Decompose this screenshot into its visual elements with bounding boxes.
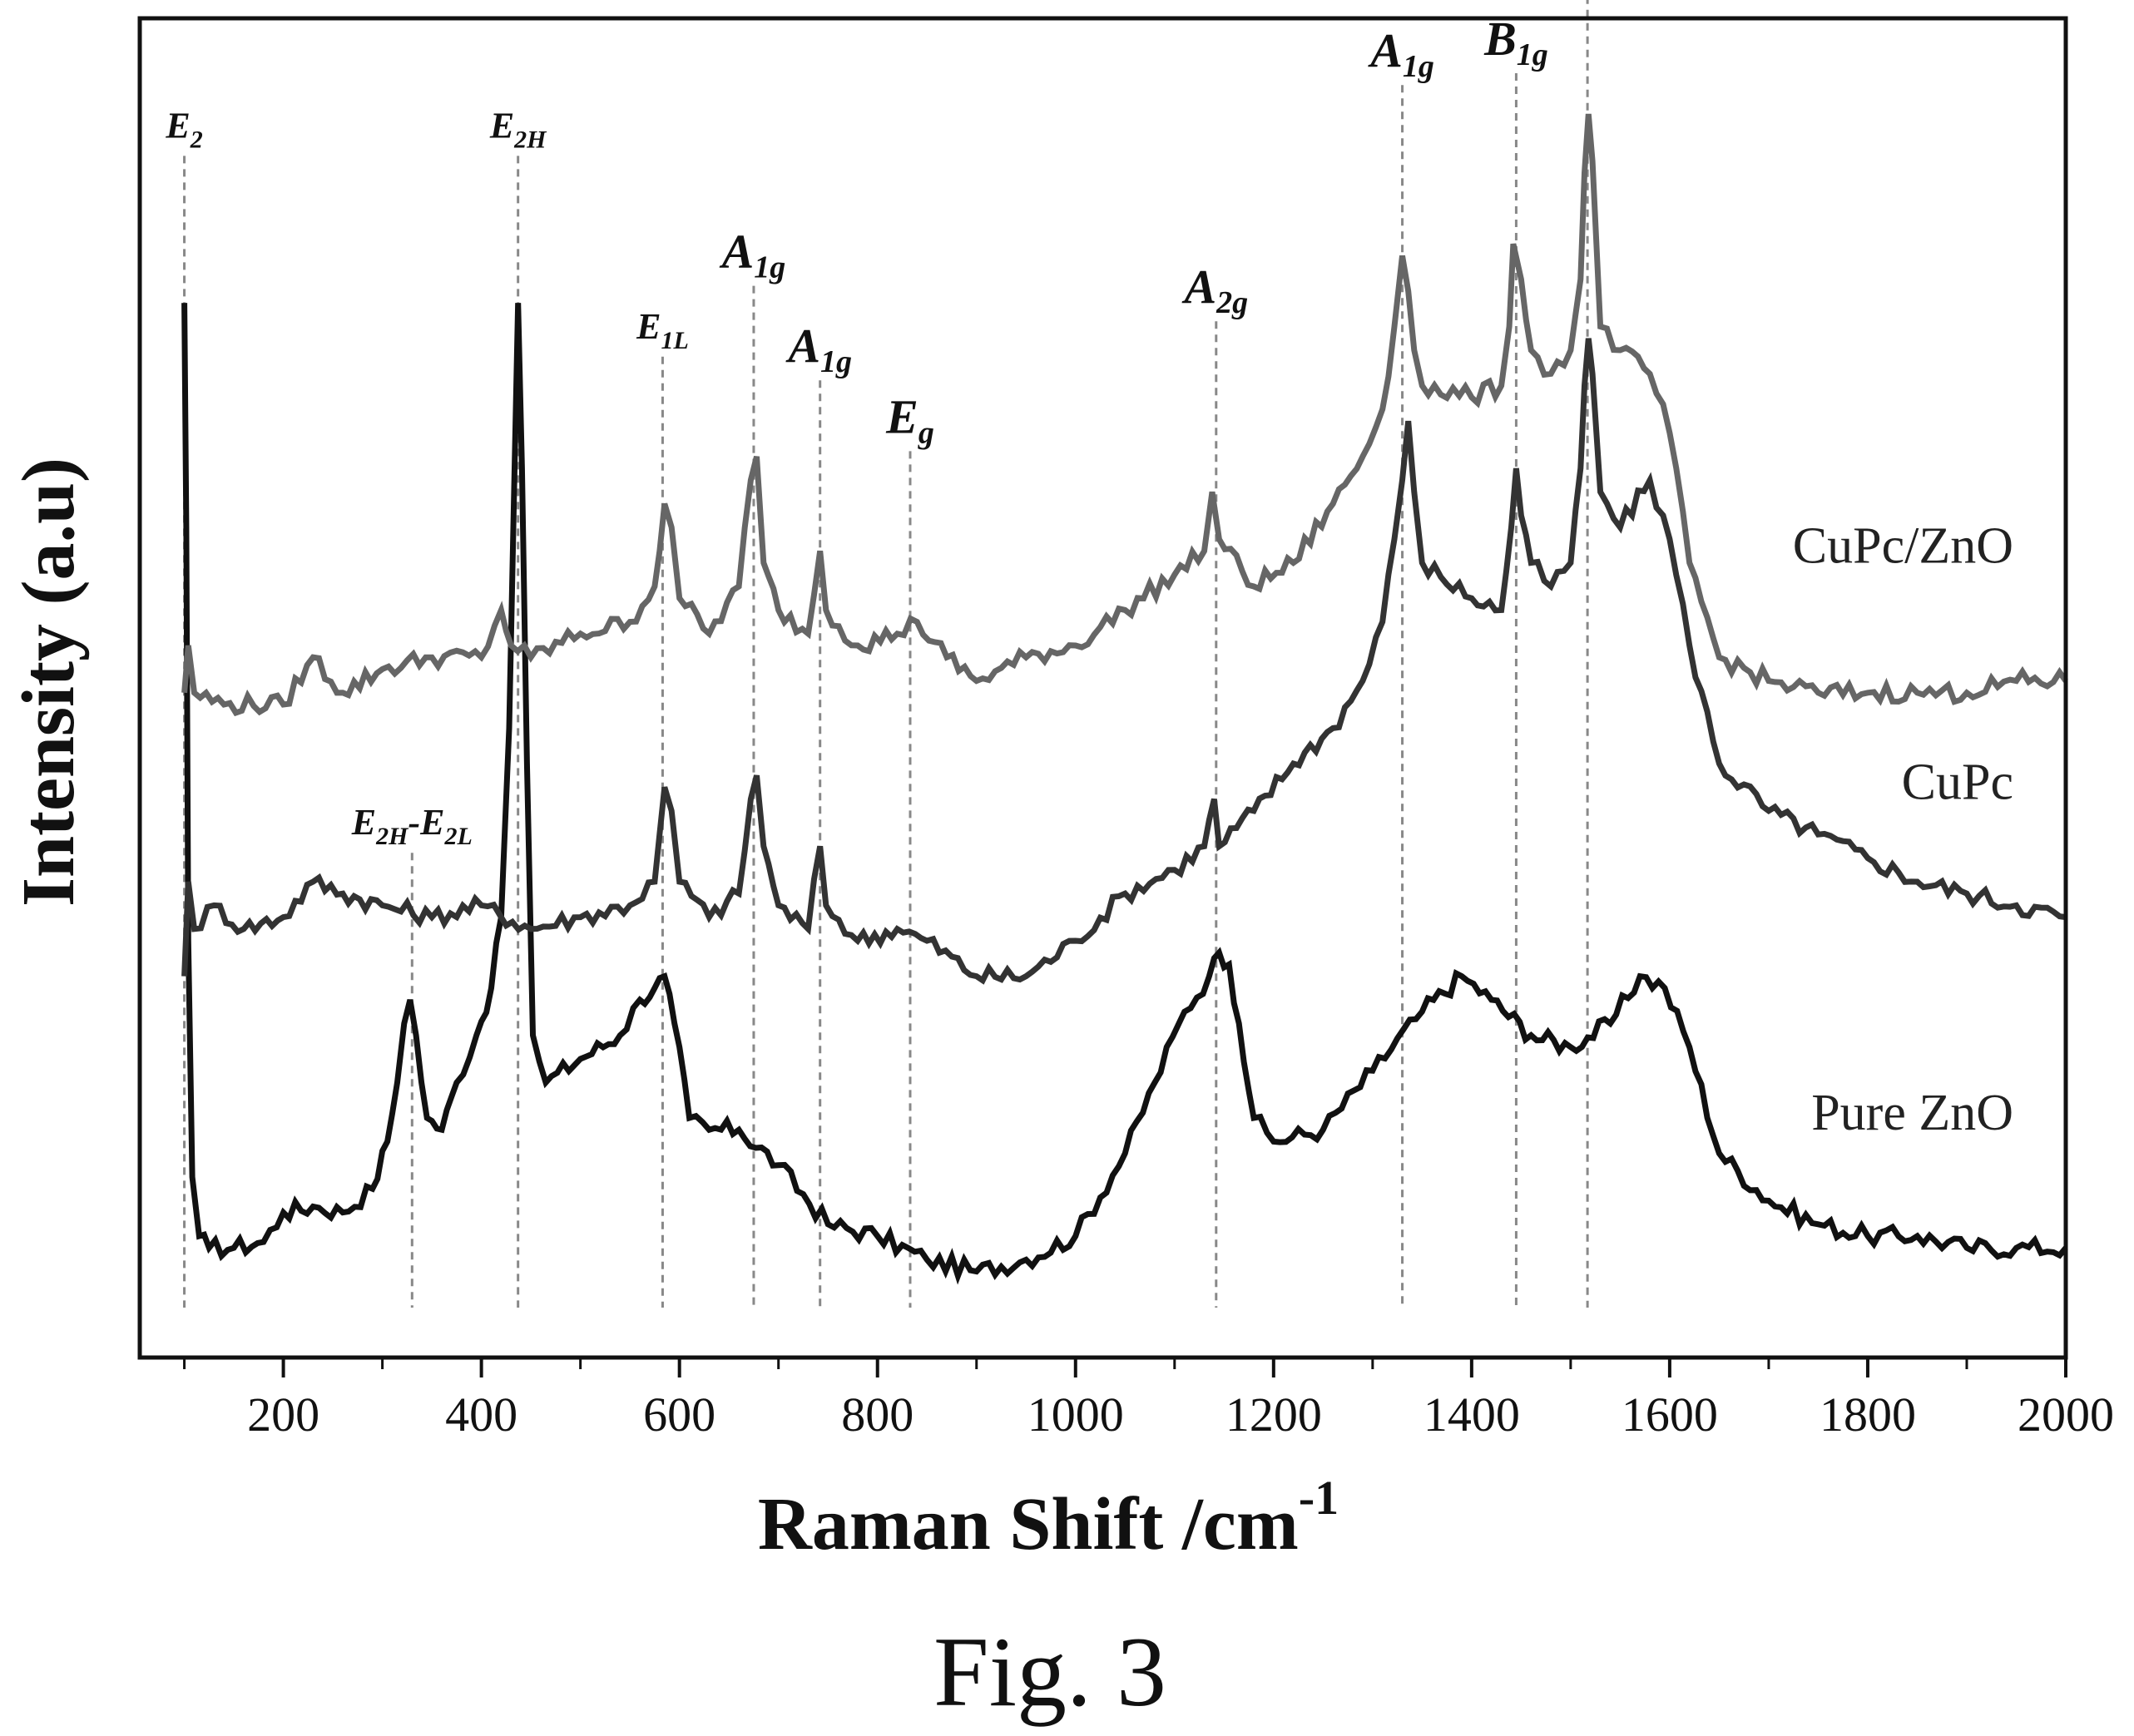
x-tick-label: 600 [643,1387,715,1442]
peak-label-subscript: g [918,415,934,450]
plot-frame [137,16,2068,1360]
x-axis-title-main: Raman Shift /cm [758,1483,1299,1565]
peak-label-main: A [1181,260,1216,314]
peak-label-main: E [489,105,514,146]
peak-label: E2 [165,105,202,153]
peak-label-subscript: 2g [1216,285,1248,320]
x-tick-label: 1400 [1423,1387,1520,1442]
peak-label-subscript: 2L [444,823,473,850]
series-line-cupc [181,338,2067,985]
peak-label-main: A [785,319,820,373]
peak-label-subscript: 1L [661,327,688,354]
peak-label: Eg [885,389,934,450]
peak-label: A1g [720,225,786,285]
series-label: Pure ZnO [1811,1085,2013,1141]
peak-label-main: B [1483,12,1517,66]
series-line-pure-zno [181,303,2068,1285]
y-axis-title: Intensity (a.u) [7,457,90,907]
x-tick-label: 200 [247,1387,319,1442]
x-tick-label: 1600 [1622,1387,1718,1442]
legend: Pure ZnO CuPc CuPc/ZnO [1793,518,2013,1142]
peak-label: E1L [636,306,689,354]
x-tick-label: 800 [841,1387,914,1442]
peak-label-subscript: 2 [190,126,203,153]
series-label: CuPc [1902,754,2013,811]
series-layer [181,113,2068,1285]
x-axis-title: Raman Shift /cm-1 [758,1471,1339,1565]
peak-label-main: -E [408,802,445,843]
peak-label-main: A [1368,23,1403,77]
peak-label-subscript: 1g [1403,49,1434,84]
peak-label: A1g [785,319,852,379]
x-tick-label: 1200 [1225,1387,1322,1442]
peak-label-subscript: 1g [754,250,785,285]
x-tick-label: 2000 [2018,1387,2114,1442]
peak-label-subscript: 1g [1517,37,1548,72]
figure-caption: Fig. 3 [933,1616,1166,1727]
x-axis: 200 400 600 800 1000 1200 1400 1600 1800 2000 [183,1358,2114,1442]
peak-label-subscript: 2H [513,126,547,153]
peak-label: A2g [1181,260,1248,320]
peak-label: B1g [1483,12,1548,72]
peak-label-subscript: 2H [375,823,409,850]
peak-label-main: E [165,105,190,146]
x-tick-label: 1800 [1820,1387,1916,1442]
peak-label-main: E [351,802,376,843]
peak-label: A1g [1368,23,1434,84]
peak-label-main: A [720,225,755,279]
x-tick-label: 400 [445,1387,517,1442]
peak-label-main: E [636,306,661,347]
series-line-cupc-zno [181,113,2068,717]
series-label: CuPc/ZnO [1793,518,2013,575]
peak-label-subscript: 1g [820,344,852,379]
x-axis-title-superscript: -1 [1299,1471,1339,1525]
peak-label: E2H [489,105,547,153]
peak-label-main: E [885,389,918,443]
x-tick-label: 1000 [1027,1387,1124,1442]
peak-label: E2H-E2L [351,802,473,850]
